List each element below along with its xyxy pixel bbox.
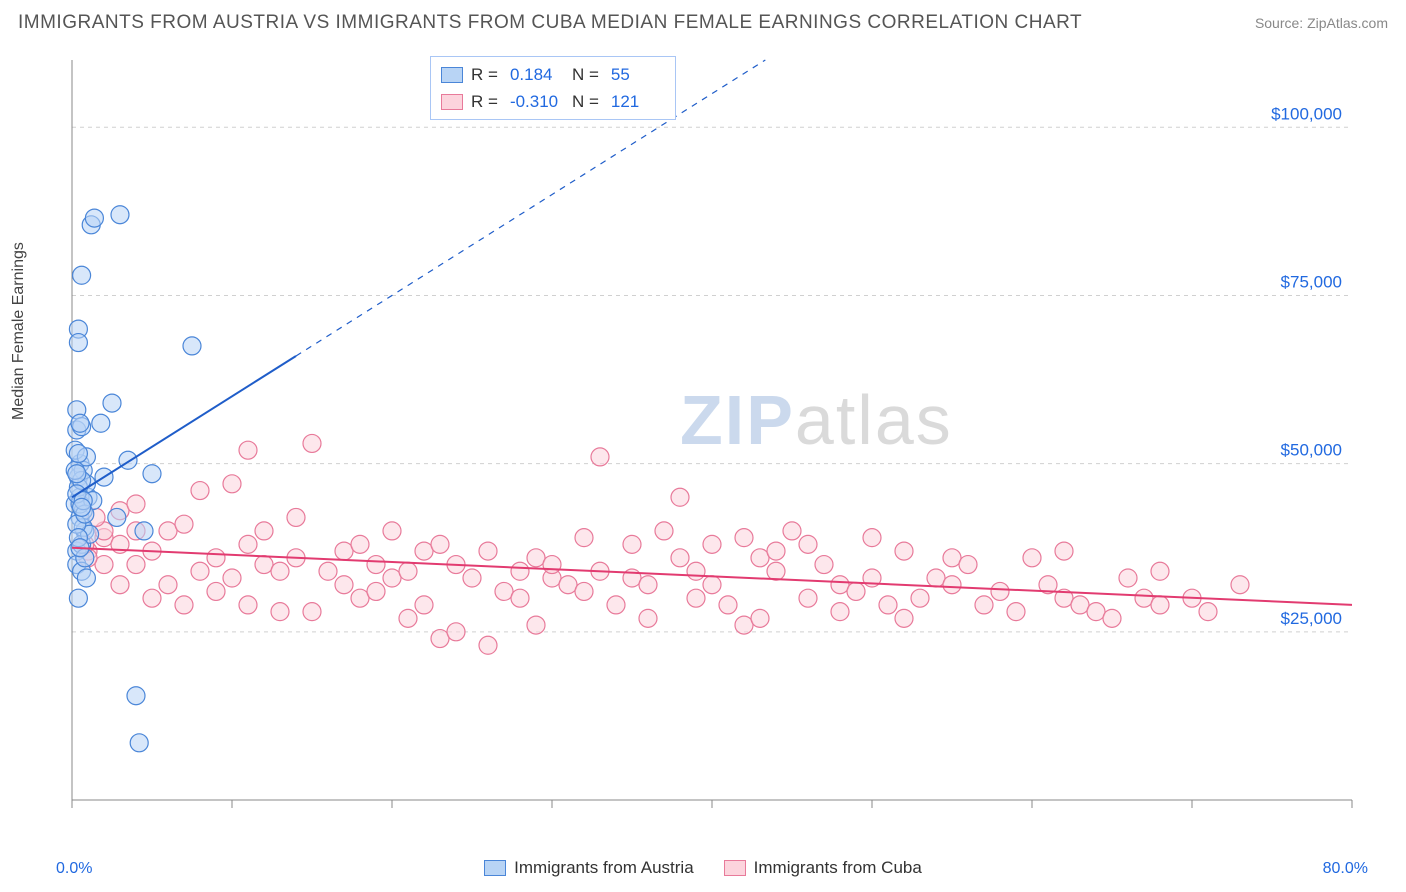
svg-text:$25,000: $25,000	[1281, 609, 1342, 628]
legend-item-austria: Immigrants from Austria	[484, 858, 694, 878]
chart-title: IMMIGRANTS FROM AUSTRIA VS IMMIGRANTS FR…	[18, 12, 1082, 34]
chart-area: $25,000 $50,000 $75,000 $100,000	[52, 50, 1372, 820]
cuba-r-value: -0.310	[510, 88, 564, 115]
svg-text:$100,000: $100,000	[1271, 104, 1342, 123]
legend-row-cuba: R = -0.310 N = 121	[441, 88, 665, 115]
r-label: R =	[471, 61, 498, 88]
swatch-cuba	[441, 94, 463, 110]
legend-austria-label: Immigrants from Austria	[514, 858, 694, 878]
svg-text:$50,000: $50,000	[1281, 441, 1342, 460]
correlation-legend: R = 0.184 N = 55 R = -0.310 N = 121	[430, 56, 676, 120]
legend-item-cuba: Immigrants from Cuba	[724, 858, 922, 878]
n-label: N =	[572, 88, 599, 115]
x-max-label: 80.0%	[1323, 860, 1368, 878]
swatch-cuba-icon	[724, 860, 746, 876]
svg-text:$75,000: $75,000	[1281, 272, 1342, 291]
source-label: Source: ZipAtlas.com	[1255, 15, 1388, 31]
series-legend: Immigrants from Austria Immigrants from …	[0, 858, 1406, 878]
austria-r-value: 0.184	[510, 61, 564, 88]
scatter-chart: $25,000 $50,000 $75,000 $100,000	[52, 50, 1372, 820]
r-label: R =	[471, 88, 498, 115]
n-label: N =	[572, 61, 599, 88]
cuba-n-value: 121	[611, 88, 665, 115]
swatch-austria-icon	[484, 860, 506, 876]
swatch-austria	[441, 67, 463, 83]
legend-row-austria: R = 0.184 N = 55	[441, 61, 665, 88]
legend-cuba-label: Immigrants from Cuba	[754, 858, 922, 878]
austria-n-value: 55	[611, 61, 665, 88]
y-axis-label: Median Female Earnings	[10, 242, 28, 420]
